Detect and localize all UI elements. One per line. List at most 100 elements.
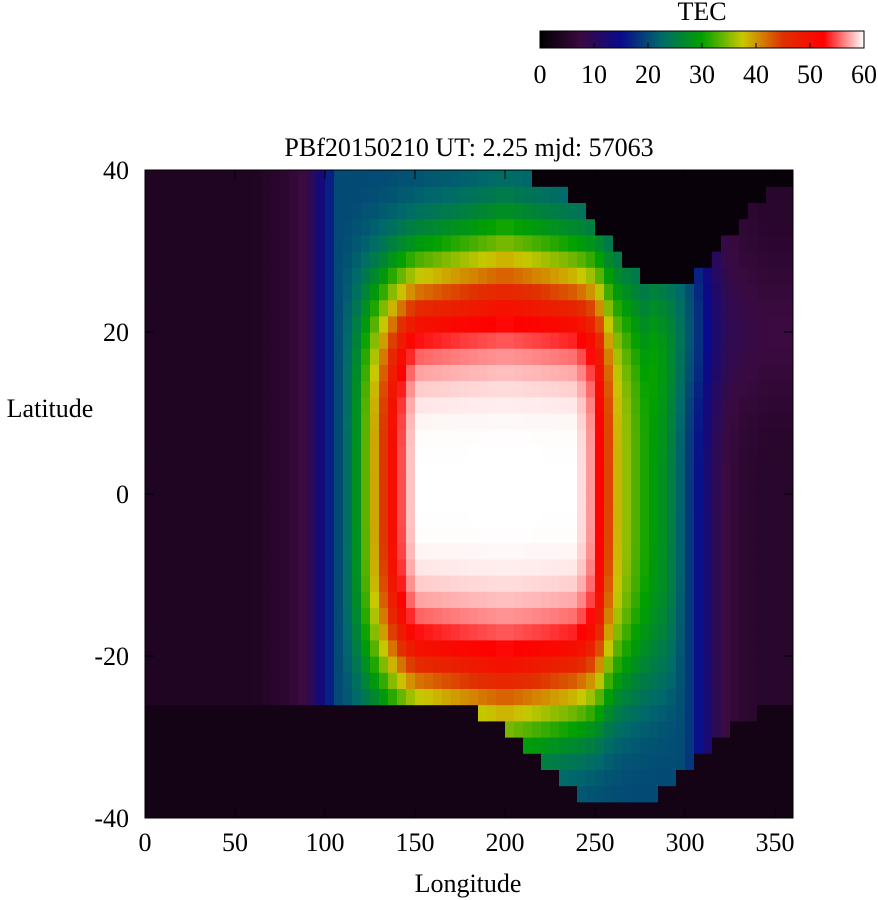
heatmap-cell bbox=[712, 299, 722, 317]
heatmap-cell bbox=[469, 575, 479, 592]
heatmap-cell bbox=[154, 623, 164, 641]
heatmap-cell bbox=[145, 510, 155, 527]
heatmap-cell bbox=[280, 526, 290, 544]
heatmap-cell bbox=[163, 769, 173, 787]
heatmap-cell bbox=[613, 591, 623, 608]
heatmap-cell bbox=[397, 396, 407, 414]
heatmap-cell bbox=[703, 769, 713, 787]
heatmap-cell bbox=[514, 672, 524, 689]
heatmap-cell bbox=[568, 283, 578, 301]
heatmap-cell bbox=[712, 769, 722, 787]
heatmap-cell bbox=[595, 639, 605, 657]
heatmap-cell bbox=[622, 413, 632, 430]
heatmap-cell bbox=[172, 396, 182, 414]
heatmap-cell bbox=[163, 429, 173, 446]
heatmap-cell bbox=[505, 380, 515, 398]
heatmap-cell bbox=[361, 251, 371, 268]
heatmap-cell bbox=[703, 494, 713, 511]
heatmap-cell bbox=[595, 526, 605, 544]
heatmap-cell bbox=[712, 315, 722, 333]
heatmap-cell bbox=[370, 413, 380, 430]
heatmap-cell bbox=[145, 332, 155, 349]
heatmap-cell bbox=[343, 526, 353, 544]
heatmap-cell bbox=[505, 494, 515, 511]
heatmap-cell bbox=[181, 672, 191, 689]
heatmap-cell bbox=[433, 494, 443, 511]
heatmap-cell bbox=[766, 801, 776, 818]
heatmap-cell bbox=[424, 688, 434, 706]
heatmap-cell bbox=[298, 542, 308, 560]
heatmap-cell bbox=[712, 186, 722, 203]
heatmap-cell bbox=[388, 396, 398, 414]
heatmap-cell bbox=[505, 202, 515, 220]
heatmap-cell bbox=[208, 494, 218, 511]
heatmap-cell bbox=[784, 315, 793, 333]
heatmap-cell bbox=[199, 218, 209, 236]
heatmap-cell bbox=[217, 542, 227, 560]
heatmap-cell bbox=[199, 413, 209, 430]
heatmap-cell bbox=[379, 283, 389, 301]
heatmap-cell bbox=[181, 332, 191, 349]
heatmap-cell bbox=[244, 769, 254, 787]
heatmap-cell bbox=[406, 413, 416, 430]
heatmap-cell bbox=[451, 186, 461, 203]
heatmap-cell bbox=[550, 494, 560, 511]
heatmap-cell bbox=[496, 688, 506, 706]
heatmap-cell bbox=[667, 234, 677, 252]
heatmap-cell bbox=[298, 753, 308, 770]
heatmap-cell bbox=[613, 461, 623, 479]
heatmap-cell bbox=[415, 542, 425, 560]
heatmap-cell bbox=[631, 542, 641, 560]
heatmap-cell bbox=[514, 186, 524, 203]
heatmap-cell bbox=[586, 348, 596, 365]
heatmap-cell bbox=[163, 785, 173, 803]
heatmap-cell bbox=[721, 348, 731, 365]
heatmap-cell bbox=[199, 769, 209, 787]
heatmap-cell bbox=[163, 510, 173, 527]
heatmap-cell bbox=[775, 526, 785, 544]
heatmap-cell bbox=[298, 170, 308, 187]
heatmap-cell bbox=[433, 315, 443, 333]
heatmap-cell bbox=[163, 413, 173, 430]
heatmap-cell bbox=[496, 445, 506, 463]
heatmap-cell bbox=[370, 299, 380, 317]
heatmap-cell bbox=[190, 283, 200, 301]
heatmap-cell bbox=[415, 413, 425, 430]
heatmap-cell bbox=[640, 704, 650, 722]
heatmap-cell bbox=[235, 299, 245, 317]
heatmap-cell bbox=[784, 575, 793, 592]
heatmap-cell bbox=[514, 526, 524, 544]
heatmap-cell bbox=[784, 558, 793, 576]
heatmap-cell bbox=[586, 332, 596, 349]
heatmap-cell bbox=[298, 445, 308, 463]
heatmap-cell bbox=[199, 591, 209, 608]
heatmap-cell bbox=[172, 186, 182, 203]
heatmap-cell bbox=[451, 575, 461, 592]
heatmap-cell bbox=[505, 704, 515, 722]
heatmap-cell bbox=[613, 526, 623, 544]
heatmap-cell bbox=[208, 267, 218, 284]
heatmap-cell bbox=[676, 737, 686, 754]
heatmap-cell bbox=[397, 526, 407, 544]
heatmap-cell bbox=[154, 299, 164, 317]
heatmap-cell bbox=[415, 623, 425, 641]
heatmap-cell bbox=[181, 704, 191, 722]
heatmap-cell bbox=[145, 607, 155, 625]
heatmap-cell bbox=[721, 364, 731, 382]
heatmap-cell bbox=[685, 607, 695, 625]
heatmap-cell bbox=[163, 380, 173, 398]
heatmap-cell bbox=[433, 461, 443, 479]
heatmap-cell bbox=[487, 769, 497, 787]
heatmap-cell bbox=[361, 639, 371, 657]
heatmap-cell bbox=[253, 267, 263, 284]
heatmap-cell bbox=[595, 429, 605, 446]
heatmap-cell bbox=[721, 656, 731, 673]
heatmap-cell bbox=[748, 704, 758, 722]
heatmap-cell bbox=[559, 170, 569, 187]
heatmap-cell bbox=[541, 591, 551, 608]
heatmap-cell bbox=[370, 170, 380, 187]
heatmap-cell bbox=[748, 283, 758, 301]
heatmap-cell bbox=[748, 332, 758, 349]
heatmap-cell bbox=[622, 267, 632, 284]
heatmap-cell bbox=[667, 332, 677, 349]
